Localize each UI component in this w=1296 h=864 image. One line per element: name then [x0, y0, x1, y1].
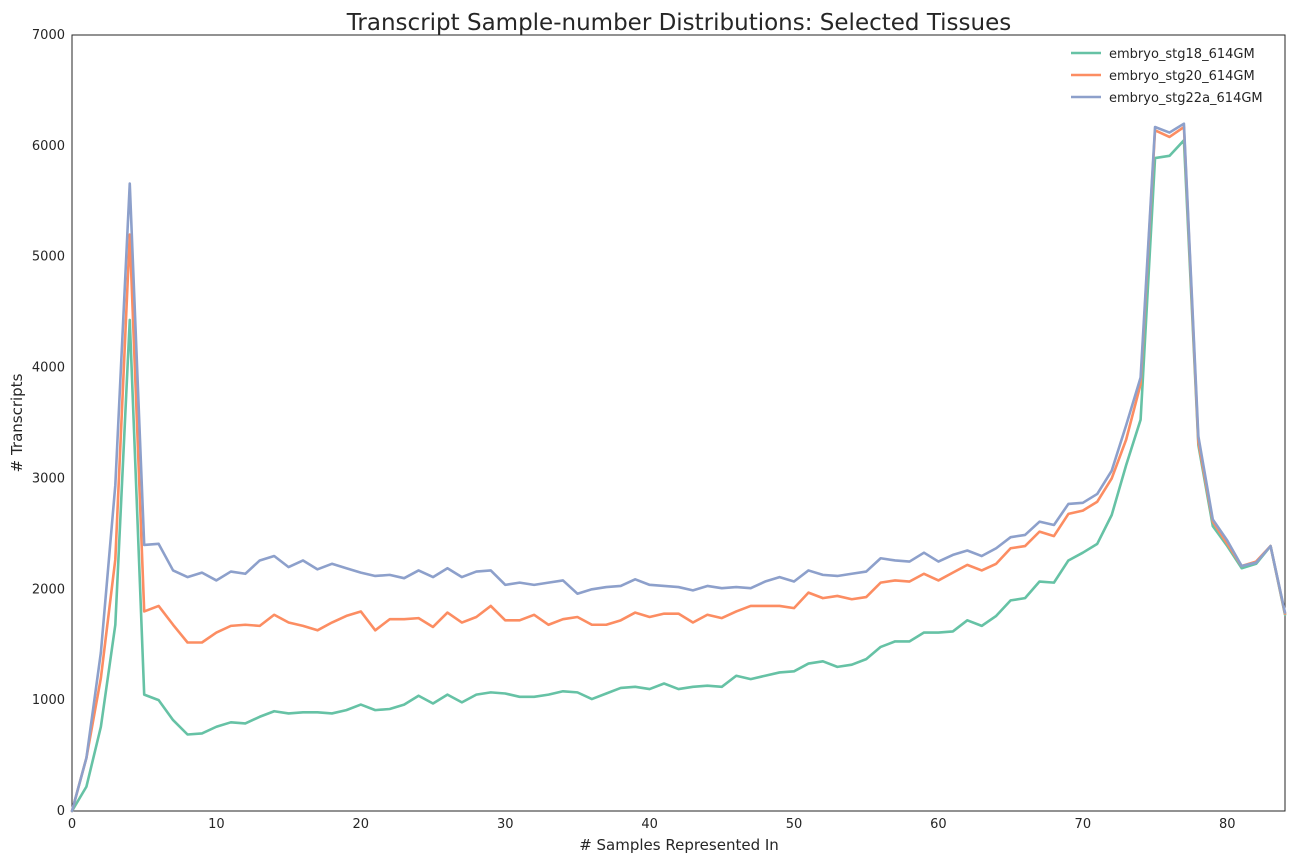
chart-title: Transcript Sample-number Distributions: … — [346, 10, 1011, 36]
series-line-embryo_stg18_614GM — [70, 139, 1287, 813]
legend-label: embryo_stg18_614GM — [1109, 47, 1255, 62]
x-tick-label: 80 — [1219, 817, 1236, 832]
series-group — [70, 122, 1287, 813]
y-tick-label: 6000 — [32, 139, 65, 154]
y-tick-label: 2000 — [32, 582, 65, 597]
plot-area: 0 10 20 30 40 50 60 70 80 0 1000 2000 3000 4000 5000 60… — [32, 28, 1287, 832]
x-tick-label: 10 — [208, 817, 225, 832]
y-tick-label: 5000 — [32, 250, 65, 265]
plot-frame — [71, 34, 1286, 812]
legend-label: embryo_stg22a_614GM — [1109, 91, 1263, 106]
y-tick-label: 1000 — [32, 693, 65, 708]
x-tick-label: 50 — [786, 817, 803, 832]
y-axis-label: # Transcripts — [8, 373, 26, 472]
series-line-embryo_stg20_614GM — [70, 125, 1287, 813]
legend: embryo_stg18_614GM embryo_stg20_614GMembr… — [1071, 47, 1263, 106]
axis-ticks: 0 10 20 30 40 50 60 70 80 0 1000 2000 3000 4000 5000 60… — [32, 28, 1236, 832]
y-tick-label: 0 — [57, 804, 65, 819]
x-tick-label: 40 — [641, 817, 658, 832]
y-tick-label: 3000 — [32, 471, 65, 486]
x-tick-label: 0 — [68, 817, 76, 832]
legend-label: embryo_stg20_614GM — [1109, 69, 1255, 84]
x-tick-label: 60 — [930, 817, 947, 832]
x-tick-label: 70 — [1075, 817, 1092, 832]
y-tick-label: 4000 — [32, 361, 65, 376]
x-tick-label: 20 — [353, 817, 370, 832]
x-axis-label: # Samples Represented In — [579, 836, 779, 854]
x-tick-label: 30 — [497, 817, 514, 832]
series-line-embryo_stg22a_614GM — [70, 122, 1287, 813]
y-tick-label: 7000 — [32, 28, 65, 43]
